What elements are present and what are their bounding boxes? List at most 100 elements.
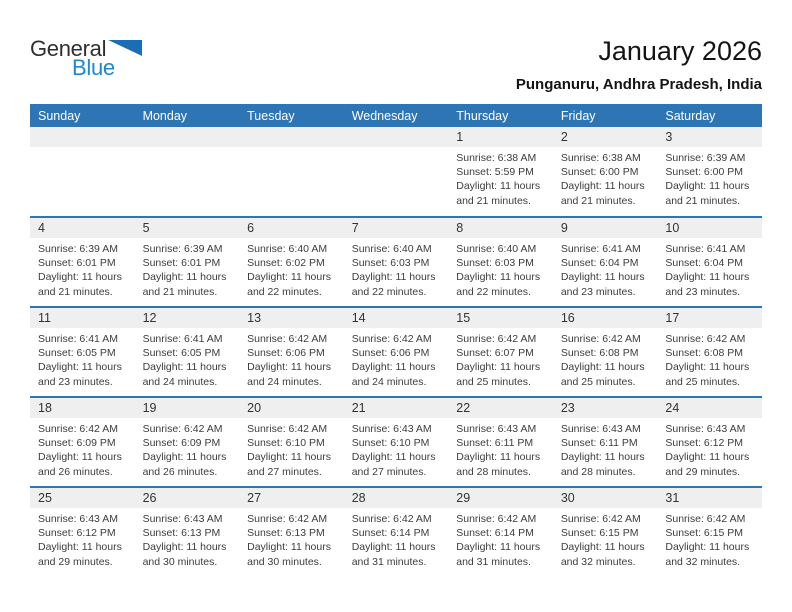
daylight-line1: Daylight: 11 hours	[665, 271, 750, 284]
sunrise-text: Sunrise: 6:41 AM	[560, 243, 641, 255]
week-row: 18 Sunrise: 6:42 AM Sunset: 6:09 PM Dayl…	[30, 397, 762, 487]
sunset-text: Sunset: 6:11 PM	[560, 437, 638, 450]
daylight-line1: Daylight: 11 hours	[665, 451, 750, 464]
daylight-line2: and 21 minutes.	[560, 194, 636, 207]
week-row: 4 Sunrise: 6:39 AM Sunset: 6:01 PM Dayli…	[30, 217, 762, 307]
sunrise-text: Sunrise: 6:41 AM	[38, 333, 118, 345]
daylight-line1: Daylight: 11 hours	[560, 361, 645, 374]
calendar: Sunday Monday Tuesday Wednesday Thursday…	[30, 104, 762, 577]
sunset-text: Sunset: 6:04 PM	[665, 257, 744, 270]
brand-general-text: General	[30, 36, 107, 61]
daylight-line1: Daylight: 11 hours	[38, 451, 122, 464]
day-cell: 15 Sunrise: 6:42 AM Sunset: 6:07 PM Dayl…	[448, 307, 553, 397]
daylight-line2: and 21 minutes.	[38, 285, 113, 298]
weekday-header-tuesday: Tuesday	[239, 104, 344, 127]
day-number: 28	[343, 488, 449, 508]
sunset-text: Sunset: 6:15 PM	[665, 527, 744, 540]
sunrise-text: Sunrise: 6:42 AM	[351, 333, 432, 345]
day-number: 9	[552, 218, 658, 238]
sunrise-text: Sunrise: 6:41 AM	[142, 333, 223, 345]
sunset-text: Sunset: 6:12 PM	[665, 437, 744, 450]
sunrise-text: Sunrise: 6:42 AM	[351, 513, 432, 525]
brand-logo: General Blue	[30, 36, 143, 81]
weekday-header-row: Sunday Monday Tuesday Wednesday Thursday…	[30, 104, 762, 127]
day-number: 20	[239, 398, 344, 418]
day-cell: 22 Sunrise: 6:43 AM Sunset: 6:11 PM Dayl…	[448, 397, 553, 487]
daylight-line1: Daylight: 11 hours	[351, 451, 436, 464]
sunset-text: Sunset: 6:12 PM	[38, 527, 116, 540]
daylight-line1: Daylight: 11 hours	[38, 541, 122, 554]
sunset-text: Sunset: 6:11 PM	[456, 437, 534, 450]
sunset-text: Sunset: 6:09 PM	[142, 437, 221, 450]
sunrise-text: Sunrise: 6:40 AM	[351, 243, 432, 255]
weekday-header-friday: Friday	[552, 104, 658, 127]
day-cell: 28 Sunrise: 6:42 AM Sunset: 6:14 PM Dayl…	[343, 487, 449, 577]
day-number: 5	[134, 218, 240, 238]
day-number: 13	[239, 308, 344, 328]
day-cell: 10 Sunrise: 6:41 AM Sunset: 6:04 PM Dayl…	[657, 217, 762, 307]
sunrise-text: Sunrise: 6:43 AM	[142, 513, 223, 525]
page-subtitle: Punganuru, Andhra Pradesh, India	[515, 76, 762, 93]
empty-day-cell	[30, 127, 135, 217]
day-cell: 24 Sunrise: 6:43 AM Sunset: 6:12 PM Dayl…	[657, 397, 762, 487]
sunset-text: Sunset: 6:03 PM	[351, 257, 430, 270]
sunrise-text: Sunrise: 6:42 AM	[665, 513, 746, 525]
day-cell: 25 Sunrise: 6:43 AM Sunset: 6:12 PM Dayl…	[30, 487, 135, 577]
day-number: 26	[134, 488, 240, 508]
sunrise-text: Sunrise: 6:39 AM	[142, 243, 223, 255]
daylight-line2: and 25 minutes.	[456, 375, 531, 388]
daylight-line2: and 26 minutes.	[38, 465, 113, 478]
daylight-line1: Daylight: 11 hours	[351, 361, 436, 374]
brand-blue-text: Blue	[72, 55, 115, 80]
empty-day-cell	[134, 127, 240, 217]
day-number: 8	[448, 218, 553, 238]
day-number: 12	[134, 308, 240, 328]
sunrise-text: Sunrise: 6:43 AM	[38, 513, 118, 525]
daylight-line2: and 27 minutes.	[351, 465, 427, 478]
empty-day-cell	[343, 127, 449, 217]
daylight-line1: Daylight: 11 hours	[38, 271, 122, 284]
daylight-line1: Daylight: 11 hours	[560, 271, 645, 284]
sunset-text: Sunset: 6:08 PM	[665, 347, 744, 360]
daylight-line2: and 28 minutes.	[560, 465, 636, 478]
day-cell: 26 Sunrise: 6:43 AM Sunset: 6:13 PM Dayl…	[134, 487, 240, 577]
daylight-line2: and 24 minutes.	[351, 375, 427, 388]
day-number: 29	[448, 488, 553, 508]
daylight-line2: and 25 minutes.	[560, 375, 636, 388]
day-cell: 8 Sunrise: 6:40 AM Sunset: 6:03 PM Dayli…	[448, 217, 553, 307]
sunrise-text: Sunrise: 6:40 AM	[247, 243, 328, 255]
sunset-text: Sunset: 6:05 PM	[38, 347, 116, 360]
weekday-header-wednesday: Wednesday	[343, 104, 449, 127]
day-number: 4	[30, 218, 135, 238]
day-cell: 5 Sunrise: 6:39 AM Sunset: 6:01 PM Dayli…	[134, 217, 240, 307]
daylight-line1: Daylight: 11 hours	[142, 541, 227, 554]
daylight-line2: and 21 minutes.	[456, 194, 531, 207]
sunrise-text: Sunrise: 6:42 AM	[142, 423, 223, 435]
day-number: 3	[657, 127, 762, 147]
daylight-line1: Daylight: 11 hours	[247, 271, 331, 284]
day-cell: 9 Sunrise: 6:41 AM Sunset: 6:04 PM Dayli…	[552, 217, 658, 307]
day-number: 14	[343, 308, 449, 328]
day-number: 16	[552, 308, 658, 328]
calendar-table: Sunday Monday Tuesday Wednesday Thursday…	[30, 104, 762, 577]
daylight-line2: and 29 minutes.	[38, 555, 113, 568]
day-cell: 14 Sunrise: 6:42 AM Sunset: 6:06 PM Dayl…	[343, 307, 449, 397]
day-number: 31	[657, 488, 762, 508]
day-cell: 13 Sunrise: 6:42 AM Sunset: 6:06 PM Dayl…	[239, 307, 344, 397]
day-cell: 17 Sunrise: 6:42 AM Sunset: 6:08 PM Dayl…	[657, 307, 762, 397]
daylight-line1: Daylight: 11 hours	[665, 541, 750, 554]
daylight-line1: Daylight: 11 hours	[247, 361, 331, 374]
daylight-line1: Daylight: 11 hours	[560, 541, 645, 554]
sunset-text: Sunset: 6:13 PM	[142, 527, 221, 540]
sunset-text: Sunset: 6:14 PM	[351, 527, 430, 540]
daylight-line2: and 22 minutes.	[456, 285, 531, 298]
daylight-line2: and 27 minutes.	[247, 465, 322, 478]
day-cell: 27 Sunrise: 6:42 AM Sunset: 6:13 PM Dayl…	[239, 487, 344, 577]
day-cell: 18 Sunrise: 6:42 AM Sunset: 6:09 PM Dayl…	[30, 397, 135, 487]
sunrise-text: Sunrise: 6:42 AM	[247, 423, 328, 435]
logo-triangle-icon	[108, 40, 143, 56]
sunrise-text: Sunrise: 6:39 AM	[38, 243, 118, 255]
daylight-line1: Daylight: 11 hours	[142, 271, 227, 284]
daylight-line2: and 29 minutes.	[665, 465, 741, 478]
day-cell: 16 Sunrise: 6:42 AM Sunset: 6:08 PM Dayl…	[552, 307, 658, 397]
